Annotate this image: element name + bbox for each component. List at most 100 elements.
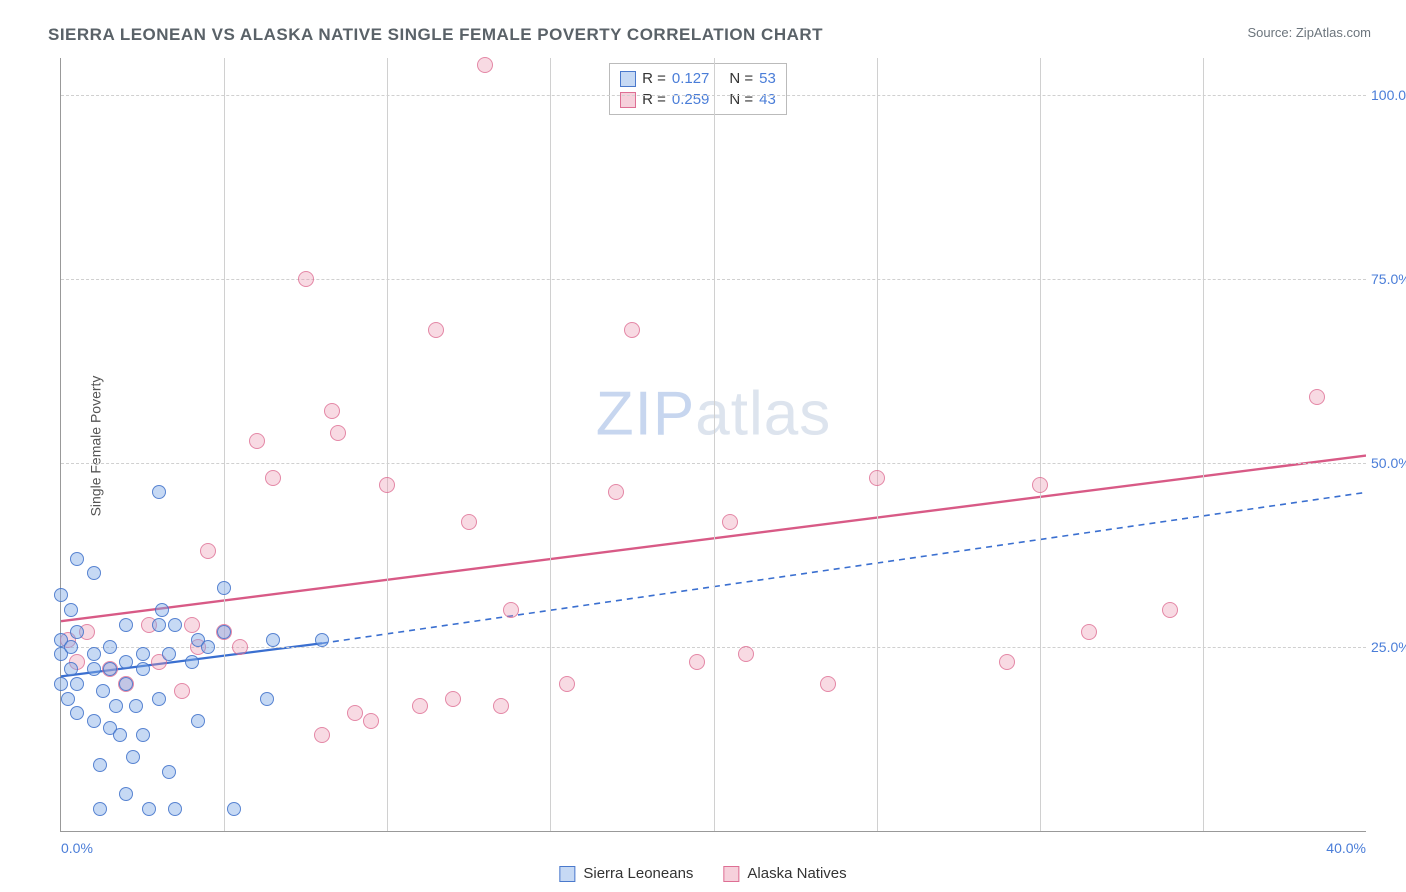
data-point-blue xyxy=(87,662,101,676)
data-point-blue xyxy=(168,802,182,816)
data-point-blue xyxy=(168,618,182,632)
chart-container: SIERRA LEONEAN VS ALASKA NATIVE SINGLE F… xyxy=(0,0,1406,892)
data-point-pink xyxy=(184,617,200,633)
data-point-blue xyxy=(64,640,78,654)
data-point-blue xyxy=(201,640,215,654)
data-point-blue xyxy=(142,802,156,816)
legend-label-pink: Alaska Natives xyxy=(747,865,846,882)
swatch-pink-icon xyxy=(723,866,739,882)
data-point-pink xyxy=(1162,602,1178,618)
data-point-blue xyxy=(191,714,205,728)
data-point-pink xyxy=(412,698,428,714)
data-point-pink xyxy=(1081,624,1097,640)
data-point-pink xyxy=(347,705,363,721)
data-point-blue xyxy=(217,581,231,595)
data-point-pink xyxy=(820,676,836,692)
data-point-blue xyxy=(152,618,166,632)
data-point-blue xyxy=(103,640,117,654)
gridline-v xyxy=(1203,58,1204,831)
data-point-blue xyxy=(87,566,101,580)
legend-item-blue: Sierra Leoneans xyxy=(559,865,693,882)
watermark-zip: ZIP xyxy=(596,379,695,448)
data-point-pink xyxy=(999,654,1015,670)
gridline-v xyxy=(550,58,551,831)
data-point-pink xyxy=(461,514,477,530)
data-point-pink xyxy=(330,425,346,441)
x-tick-label: 40.0% xyxy=(1326,840,1366,856)
data-point-blue xyxy=(315,633,329,647)
r-label: R = xyxy=(642,91,666,108)
data-point-blue xyxy=(136,647,150,661)
swatch-blue-icon xyxy=(620,71,636,87)
data-point-pink xyxy=(249,433,265,449)
n-label: N = xyxy=(729,70,753,87)
watermark-atlas: atlas xyxy=(695,379,831,448)
gridline-v xyxy=(714,58,715,831)
source-label: Source: ZipAtlas.com xyxy=(1247,25,1371,40)
data-point-pink xyxy=(493,698,509,714)
data-point-pink xyxy=(324,403,340,419)
data-point-blue xyxy=(54,677,68,691)
data-point-blue xyxy=(93,802,107,816)
data-point-blue xyxy=(126,750,140,764)
y-tick-label: 25.0% xyxy=(1371,639,1406,655)
data-point-pink xyxy=(445,691,461,707)
stats-row-blue: R = 0.127 N = 53 xyxy=(620,68,776,89)
data-point-blue xyxy=(96,684,110,698)
data-point-pink xyxy=(689,654,705,670)
data-point-pink xyxy=(314,727,330,743)
data-point-blue xyxy=(162,647,176,661)
data-point-blue xyxy=(185,655,199,669)
data-point-blue xyxy=(129,699,143,713)
data-point-pink xyxy=(477,57,493,73)
gridline-v xyxy=(224,58,225,831)
data-point-blue xyxy=(119,787,133,801)
data-point-pink xyxy=(869,470,885,486)
data-point-blue xyxy=(136,728,150,742)
data-point-blue xyxy=(64,662,78,676)
data-point-blue xyxy=(64,603,78,617)
data-point-pink xyxy=(503,602,519,618)
data-point-blue xyxy=(109,699,123,713)
data-point-blue xyxy=(54,588,68,602)
plot-area: ZIPatlas R = 0.127 N = 53 R = 0.259 N = … xyxy=(60,58,1366,832)
data-point-pink xyxy=(608,484,624,500)
data-point-pink xyxy=(1309,389,1325,405)
chart-title: SIERRA LEONEAN VS ALASKA NATIVE SINGLE F… xyxy=(48,25,823,45)
data-point-blue xyxy=(260,692,274,706)
n-value-pink: 43 xyxy=(759,91,776,108)
data-point-blue xyxy=(70,677,84,691)
bottom-legend: Sierra Leoneans Alaska Natives xyxy=(559,865,846,882)
data-point-pink xyxy=(722,514,738,530)
swatch-blue-icon xyxy=(559,866,575,882)
y-tick-label: 100.0% xyxy=(1371,87,1406,103)
x-tick-label: 0.0% xyxy=(61,840,93,856)
gridline-v xyxy=(877,58,878,831)
data-point-pink xyxy=(379,477,395,493)
data-point-blue xyxy=(103,662,117,676)
legend-item-pink: Alaska Natives xyxy=(723,865,846,882)
n-label: N = xyxy=(729,91,753,108)
gridline-v xyxy=(387,58,388,831)
data-point-blue xyxy=(93,758,107,772)
data-point-pink xyxy=(174,683,190,699)
data-point-pink xyxy=(298,271,314,287)
data-point-pink xyxy=(363,713,379,729)
data-point-blue xyxy=(162,765,176,779)
data-point-blue xyxy=(87,647,101,661)
n-value-blue: 53 xyxy=(759,70,776,87)
data-point-pink xyxy=(265,470,281,486)
data-point-blue xyxy=(152,485,166,499)
legend-label-blue: Sierra Leoneans xyxy=(583,865,693,882)
data-point-pink xyxy=(200,543,216,559)
data-point-blue xyxy=(152,692,166,706)
gridline-v xyxy=(1040,58,1041,831)
r-value-pink: 0.259 xyxy=(672,91,710,108)
stats-row-pink: R = 0.259 N = 43 xyxy=(620,89,776,110)
data-point-blue xyxy=(155,603,169,617)
data-point-blue xyxy=(119,618,133,632)
data-point-blue xyxy=(217,625,231,639)
y-tick-label: 50.0% xyxy=(1371,455,1406,471)
data-point-pink xyxy=(624,322,640,338)
data-point-pink xyxy=(1032,477,1048,493)
